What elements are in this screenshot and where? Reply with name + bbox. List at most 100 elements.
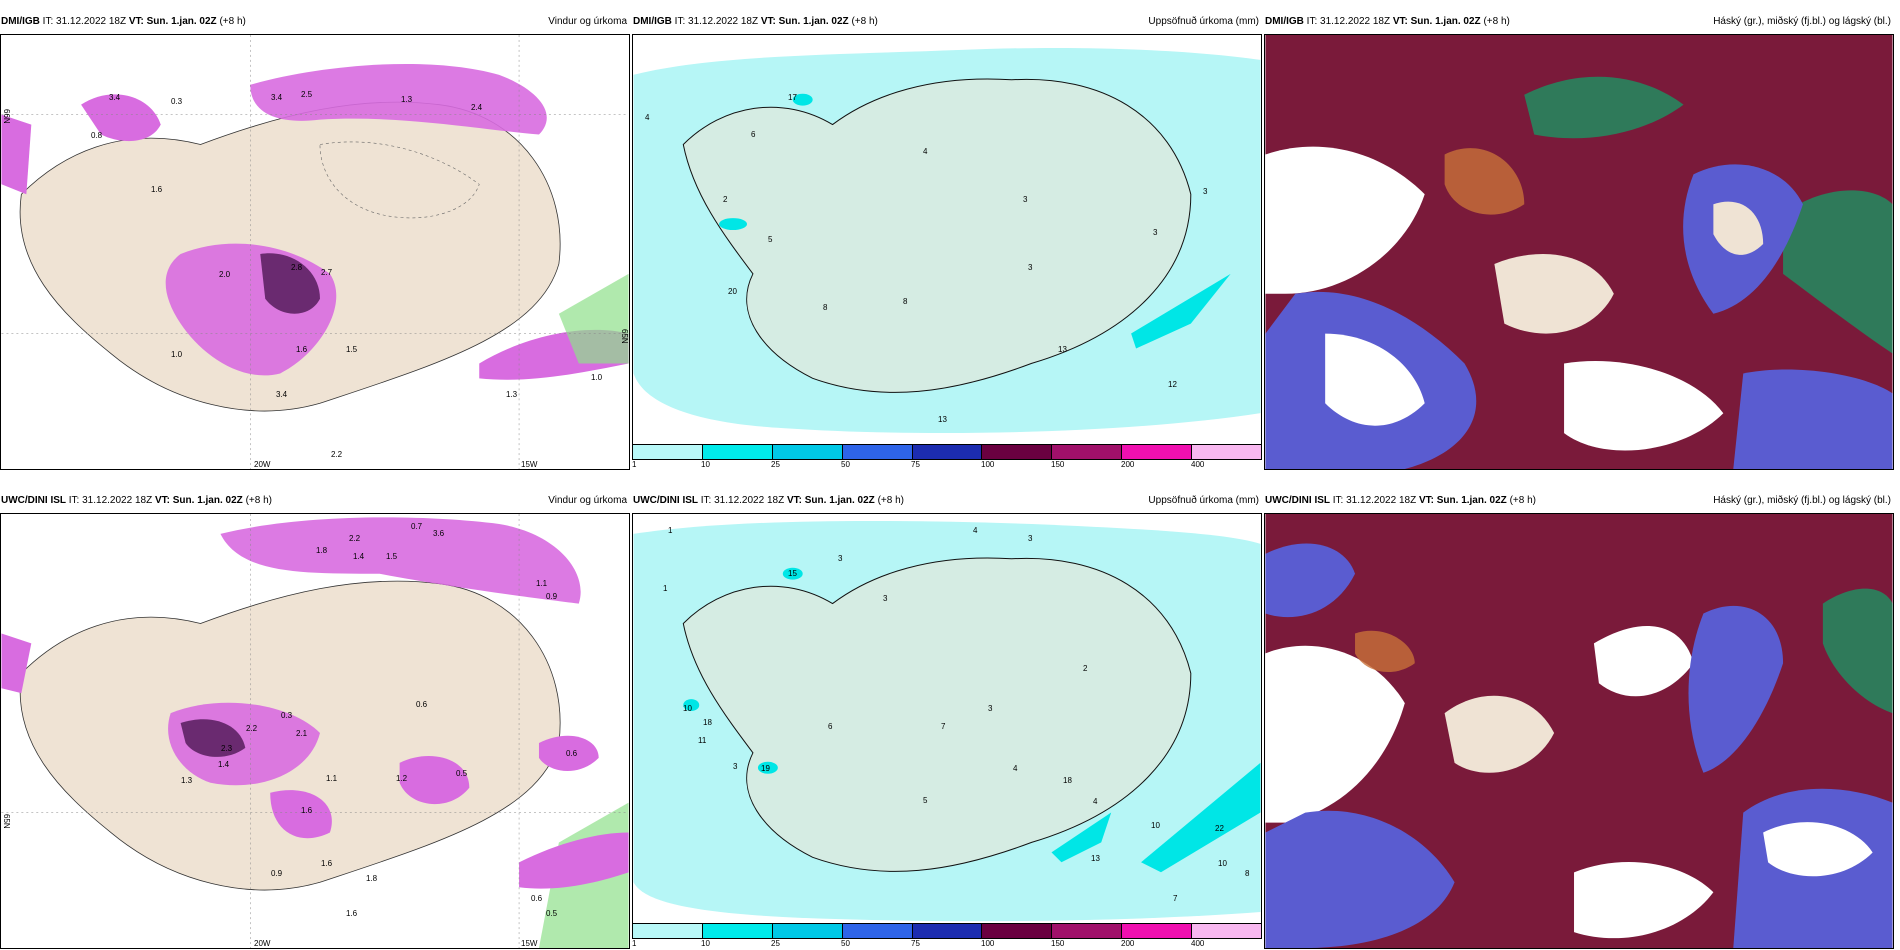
precip-value: 1.8	[366, 874, 378, 883]
precip-value: 10	[683, 704, 692, 713]
precip-value: 0.9	[271, 869, 283, 878]
precip-value: 15	[788, 569, 797, 578]
init-label: IT:	[1306, 16, 1318, 27]
scale-swatch	[1052, 445, 1123, 459]
valid-time: Sun. 1.jan. 02Z	[804, 495, 875, 506]
scale-swatch	[842, 924, 913, 938]
precip-value: 2	[1083, 664, 1088, 673]
precip-value: 5	[923, 796, 928, 805]
lead-time: (+8 h)	[1509, 495, 1536, 506]
scale-swatch	[912, 445, 983, 459]
valid-label: VT:	[786, 495, 802, 506]
precip-value: 2.5	[301, 90, 313, 99]
model-name: DMI/IGB	[633, 16, 672, 27]
init-label: IT:	[42, 16, 54, 27]
cloud-cover-map	[1264, 513, 1894, 949]
precip-value: 1.5	[386, 552, 398, 561]
precip-value: 2.0	[219, 270, 231, 279]
precip-value: 8	[823, 303, 828, 312]
scale-label: 10	[701, 939, 710, 948]
scale-labels: 1 10 25 50 75 100 150 200 400	[632, 939, 1262, 949]
precip-value: 3	[988, 704, 993, 713]
precip-value: 17	[788, 93, 797, 102]
valid-time: Sun. 1.jan. 02Z	[778, 16, 849, 27]
lead-time: (+8 h)	[877, 495, 904, 506]
precip-value: 2.1	[296, 729, 308, 738]
init-time: 31.12.2022 18Z	[1346, 495, 1417, 506]
cloud-cover-map-icon	[1265, 514, 1893, 948]
precip-value: 6	[828, 722, 833, 731]
precip-value: 10	[1151, 821, 1160, 830]
scale-label: 75	[911, 939, 920, 948]
cloud-cover-map-icon	[1265, 35, 1893, 469]
precip-value: 4	[1013, 764, 1018, 773]
precip-value: 1.4	[353, 552, 365, 561]
precip-value: 0.3	[171, 97, 183, 106]
precip-value: 3	[883, 594, 888, 603]
precip-value: 2.2	[246, 724, 258, 733]
precip-value: 18	[703, 718, 712, 727]
precip-value: 3	[1153, 228, 1158, 237]
panel-header: DMI/IGB IT: 31.12.2022 18Z VT: Sun. 1.ja…	[632, 10, 1262, 34]
precip-value: 2.2	[331, 450, 343, 459]
init-time: 31.12.2022 18Z	[688, 16, 759, 27]
scale-label: 50	[841, 460, 850, 469]
precip-value: 1.3	[506, 390, 518, 399]
scale-swatch	[842, 445, 913, 459]
precip-value: 1.1	[536, 579, 548, 588]
precip-value: 20	[728, 287, 737, 296]
scale-swatch	[1122, 445, 1193, 459]
scale-label: 150	[1051, 939, 1065, 948]
precip-value: 2.2	[349, 534, 361, 543]
panel-header: UWC/DINI ISL IT: 31.12.2022 18Z VT: Sun.…	[0, 489, 630, 513]
precip-value: 1.0	[171, 350, 183, 359]
scale-swatch	[772, 445, 843, 459]
precip-value: 1.6	[346, 909, 358, 918]
precip-value: 1.0	[591, 373, 603, 382]
precip-value: 1.5	[346, 345, 358, 354]
precip-value: 4	[1093, 797, 1098, 806]
scale-label: 150	[1051, 460, 1065, 469]
precip-value: 3	[1203, 187, 1208, 196]
precip-value: 0.7	[411, 522, 423, 531]
precip-color-scale	[632, 923, 1262, 939]
valid-time: Sun. 1.jan. 02Z	[172, 495, 243, 506]
lon-tick-label: 15W	[521, 460, 538, 469]
lead-time: (+8 h)	[219, 16, 246, 27]
lead-time: (+8 h)	[1483, 16, 1510, 27]
precip-value: 0.5	[546, 909, 558, 918]
scale-label: 25	[771, 460, 780, 469]
valid-time: Sun. 1.jan. 02Z	[1436, 495, 1507, 506]
scale-label: 400	[1191, 939, 1205, 948]
panel-uwc-cloud: UWC/DINI ISL IT: 31.12.2022 18Z VT: Sun.…	[1264, 489, 1894, 949]
scale-swatch	[1052, 924, 1123, 938]
panel-header: DMI/IGB IT: 31.12.2022 18Z VT: Sun. 1.ja…	[1264, 10, 1894, 34]
precip-value: 1.6	[151, 185, 163, 194]
panel-uwc-cum: UWC/DINI ISL IT: 31.12.2022 18Z VT: Sun.…	[632, 489, 1262, 949]
scale-swatch	[982, 445, 1053, 459]
precip-value: 12	[1168, 380, 1177, 389]
precip-value: 2	[723, 195, 728, 204]
precip-value: 11	[698, 736, 707, 745]
scale-swatch	[1192, 445, 1262, 459]
precip-value: 8	[1245, 869, 1250, 878]
precip-value: 2.7	[321, 268, 333, 277]
precip-value: 1	[668, 526, 673, 535]
product-title: Vindur og úrkoma	[548, 16, 627, 27]
precip-color-scale	[632, 444, 1262, 460]
precip-value: 1.3	[401, 95, 413, 104]
init-label: IT:	[674, 16, 686, 27]
model-name: UWC/DINI ISL	[1, 495, 66, 506]
scale-swatch	[702, 924, 773, 938]
precip-value: 8	[903, 297, 908, 306]
scale-label: 400	[1191, 460, 1205, 469]
scale-swatch	[912, 924, 983, 938]
valid-label: VT:	[128, 16, 144, 27]
precip-value: 0.9	[546, 592, 558, 601]
init-time: 31.12.2022 18Z	[82, 495, 153, 506]
panel-dmi-wind: DMI/IGB IT: 31.12.2022 18Z VT: Sun. 1.ja…	[0, 10, 630, 470]
precip-value: 18	[1063, 776, 1072, 785]
lat-tick-label: 65N	[2, 814, 11, 829]
product-title: Vindur og úrkoma	[548, 495, 627, 506]
valid-time: Sun. 1.jan. 02Z	[1410, 16, 1481, 27]
